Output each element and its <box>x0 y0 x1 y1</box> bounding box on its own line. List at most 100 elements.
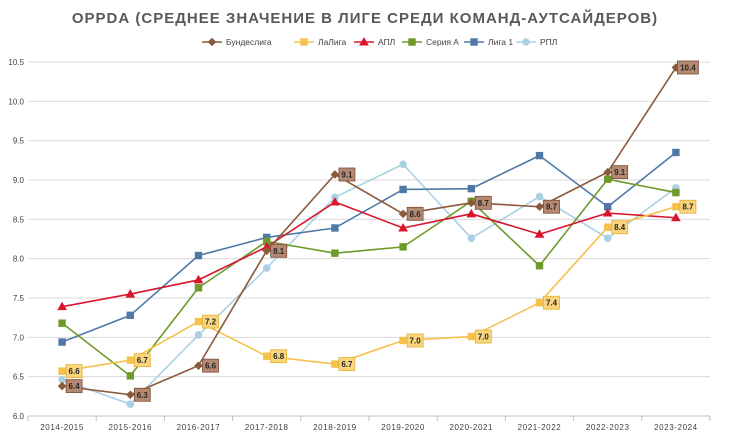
data-label: 7.2 <box>205 318 217 327</box>
data-point <box>330 170 340 179</box>
y-tick-label: 9.0 <box>13 176 25 185</box>
data-point <box>331 224 339 232</box>
data-label-box <box>406 333 424 348</box>
data-point <box>126 311 134 320</box>
data-label-box <box>270 349 288 364</box>
data-label: 8.7 <box>478 199 490 208</box>
data-label-box <box>133 353 151 368</box>
legend: Бундеслига ЛаЛига АПЛ Серия А Лига 1 РПЛ <box>202 36 557 47</box>
data-label: 6.8 <box>273 352 285 361</box>
data-point <box>193 274 204 284</box>
data-point <box>604 223 612 231</box>
data-point <box>359 36 369 46</box>
data-label-box <box>338 167 356 182</box>
x-tick-label: 2023-2024 <box>654 423 698 432</box>
data-point <box>604 175 612 183</box>
data-label-box <box>543 295 560 310</box>
data-point <box>671 212 681 222</box>
data-point <box>672 148 680 157</box>
legend-entry: ЛаЛига <box>318 37 347 47</box>
data-point <box>126 400 135 409</box>
data-label-box <box>65 379 83 394</box>
data-label-box <box>474 195 492 210</box>
data-point <box>126 372 134 380</box>
data-point <box>466 208 477 218</box>
data-point <box>399 160 407 169</box>
legend-entry: Бундеслига <box>226 37 272 47</box>
data-point <box>467 234 476 243</box>
data-point <box>57 381 67 391</box>
data-point <box>603 234 612 243</box>
data-label: 6.7 <box>341 360 353 369</box>
data-label: 8.7 <box>546 203 558 212</box>
x-axis: 2014-2015 2015-2016 2016-2017 2017-2018 2018… <box>27 415 711 432</box>
data-point <box>399 243 407 251</box>
data-label-box <box>679 199 697 214</box>
data-label-box <box>543 199 560 214</box>
legend-entry: Лига 1 <box>488 37 513 47</box>
data-label: 8.1 <box>273 247 285 256</box>
series-line <box>61 178 677 377</box>
x-tick-label: 2016-2017 <box>177 423 221 432</box>
data-label-box <box>65 364 83 379</box>
data-point <box>467 184 476 193</box>
data-point <box>535 192 544 201</box>
data-point <box>207 37 217 47</box>
chart-title: ОРРDА (СРЕДНЕЕ ЗНАЧЕНИЕ В ЛИГЕ СРЕДИ КОМ… <box>72 9 658 27</box>
data-point <box>466 198 476 208</box>
data-point <box>57 301 67 311</box>
x-tick-label: 2018-2019 <box>313 423 357 432</box>
data-point <box>408 38 416 46</box>
data-label-box <box>677 60 699 75</box>
data-point <box>331 360 339 368</box>
data-point <box>58 338 66 346</box>
data-label: 9.1 <box>614 168 626 177</box>
series-line <box>61 201 676 308</box>
x-tick-label: 2015-2016 <box>108 423 152 432</box>
data-point <box>126 356 134 364</box>
data-label-box <box>474 329 492 344</box>
data-label-box <box>338 357 356 371</box>
data-point <box>535 299 544 307</box>
y-tick-label: 9.5 <box>13 137 25 146</box>
y-tick-label: 8.0 <box>13 255 25 264</box>
data-label-box <box>270 243 288 258</box>
data-point <box>125 289 136 298</box>
data-point <box>263 352 271 360</box>
data-point <box>522 38 530 46</box>
x-tick-label: 2021-2022 <box>518 423 562 432</box>
data-point <box>398 222 408 232</box>
data-label-box <box>202 358 219 373</box>
data-point <box>535 262 544 270</box>
data-point <box>603 167 613 177</box>
y-tick-label: 10.5 <box>8 58 24 67</box>
data-label-box <box>611 220 629 235</box>
y-tick-label: 6.5 <box>13 373 25 382</box>
data-label: 6.6 <box>69 367 81 376</box>
y-tick-label: 7.5 <box>13 294 25 303</box>
data-point <box>194 284 203 292</box>
data-label: 10.4 <box>680 64 696 73</box>
x-tick-label: 2020-2021 <box>449 423 493 432</box>
y-axis: 6.0 6.5 7.0 7.5 8.0 8.5 9.0 9.5 10.0 10.5 <box>8 58 24 421</box>
series-markers <box>57 63 681 409</box>
data-point <box>399 336 407 345</box>
data-label: 6.4 <box>69 382 81 391</box>
data-label-box <box>406 206 424 221</box>
data-label: 6.3 <box>137 391 149 400</box>
data-point <box>194 317 203 326</box>
data-label: 8.6 <box>410 210 422 219</box>
x-tick-label: 2014-2015 <box>40 423 84 432</box>
x-tick-label: 2017-2018 <box>245 423 289 432</box>
x-tick-label: 2022-2023 <box>586 423 630 432</box>
data-label: 9.1 <box>341 170 353 179</box>
data-label: 8.4 <box>614 223 626 232</box>
y-tick-label: 7.0 <box>13 333 25 342</box>
data-label: 6.6 <box>205 362 217 371</box>
data-label-box <box>133 387 151 402</box>
data-point <box>534 229 545 238</box>
data-label: 7.4 <box>546 299 558 308</box>
data-point <box>535 202 544 212</box>
series-line <box>61 163 677 406</box>
